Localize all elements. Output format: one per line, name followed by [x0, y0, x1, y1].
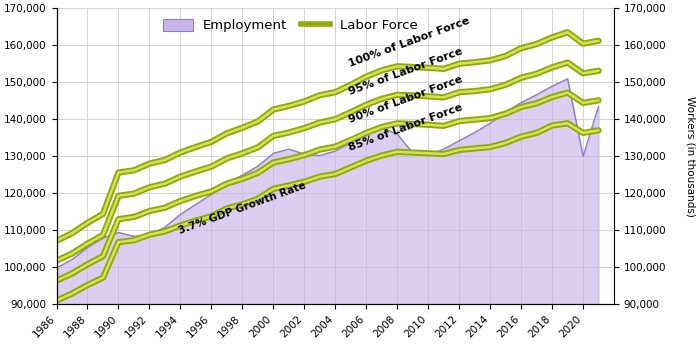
Text: 95% of Labor Force: 95% of Labor Force — [347, 46, 464, 97]
Text: 90% of Labor Force: 90% of Labor Force — [347, 74, 464, 125]
Text: 100% of Labor Force: 100% of Labor Force — [347, 16, 471, 69]
Legend: Employment, Labor Force: Employment, Labor Force — [160, 15, 422, 36]
Text: 85% of Labor Force: 85% of Labor Force — [347, 102, 464, 152]
Y-axis label: Workers (in thousands): Workers (in thousands) — [686, 96, 696, 217]
Text: 3.7% GDP Growth Rate: 3.7% GDP Growth Rate — [177, 180, 307, 236]
